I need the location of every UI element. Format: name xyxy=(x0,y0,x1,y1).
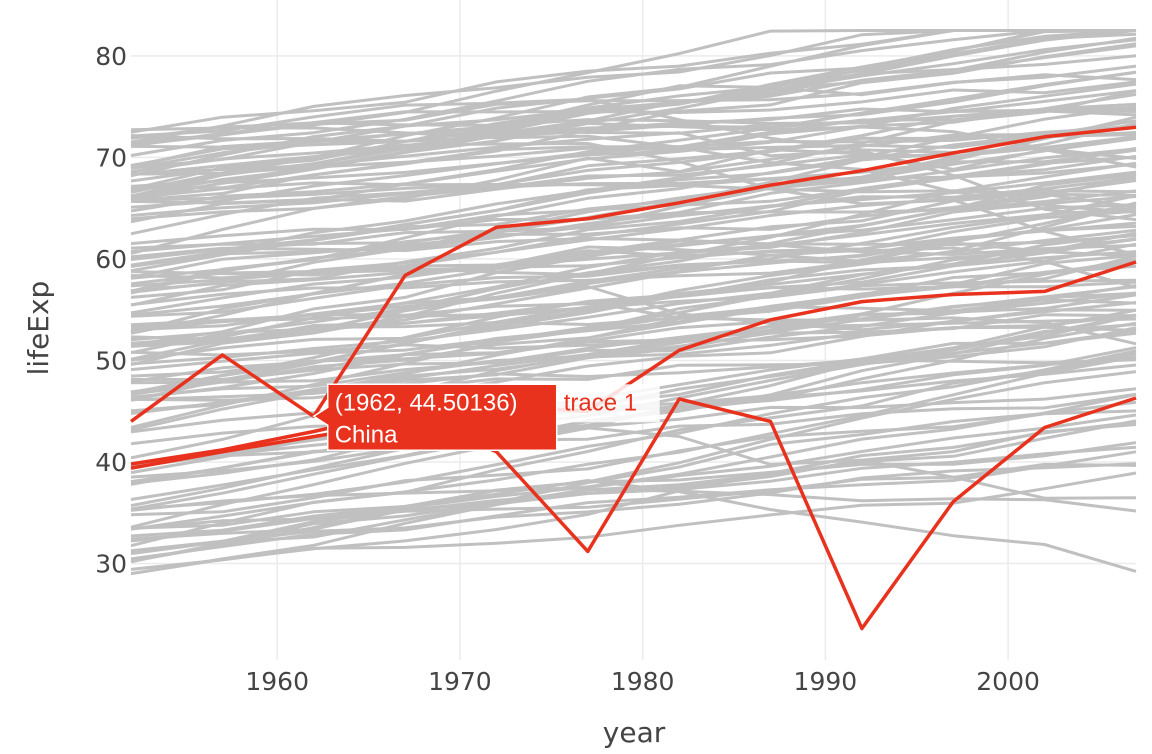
background-series-line xyxy=(130,109,1137,149)
background-series-line xyxy=(130,242,1137,400)
highlighted-series-line[interactable] xyxy=(130,396,1137,631)
background-series-line xyxy=(130,122,1137,295)
background-series-line xyxy=(130,301,1137,434)
tooltip-series-name: China xyxy=(335,421,398,448)
x-tick-label: 1990 xyxy=(794,667,858,696)
background-series-line xyxy=(130,29,1136,157)
y-tick-label: 40 xyxy=(95,448,127,477)
background-series-line xyxy=(130,278,1137,332)
hover-tooltip: (1962, 44.50136) China trace 1 xyxy=(312,383,660,452)
highlighted-series-line[interactable] xyxy=(129,125,1137,423)
y-tick-label: 30 xyxy=(95,550,127,579)
background-series-line xyxy=(130,133,1137,176)
tooltip-box xyxy=(312,383,558,452)
background-series-line xyxy=(130,170,1137,260)
background-series-line xyxy=(130,349,1137,511)
background-series-line xyxy=(130,423,1137,554)
background-series-line xyxy=(130,121,1137,200)
background-series-line xyxy=(130,161,1137,367)
y-tick-label: 50 xyxy=(95,346,127,375)
x-axis-title: year xyxy=(603,716,666,749)
background-series-line xyxy=(130,298,1137,346)
background-series-line xyxy=(130,420,1137,576)
background-series-group xyxy=(130,29,1137,576)
background-series-line xyxy=(130,409,1137,517)
background-series-line xyxy=(130,462,1137,553)
background-series-line xyxy=(130,29,1137,170)
background-series-line xyxy=(130,313,1137,413)
background-series-line xyxy=(130,232,1137,366)
y-axis-title: lifeExp xyxy=(22,281,55,376)
background-series-line xyxy=(130,126,1137,214)
background-series-line xyxy=(130,450,1137,561)
tooltip-coordinates: (1962, 44.50136) xyxy=(335,389,518,416)
background-series-line xyxy=(130,253,1137,432)
background-series-line xyxy=(130,392,1137,479)
background-series-line xyxy=(130,264,1137,372)
y-axis-ticks: 30 40 50 60 70 80 xyxy=(95,42,127,579)
background-series-line xyxy=(130,254,1137,429)
background-series-line xyxy=(130,203,1137,315)
background-series-line xyxy=(130,206,1137,345)
x-tick-label: 2000 xyxy=(976,667,1040,696)
background-series-line xyxy=(130,154,1137,253)
x-tick-label: 1970 xyxy=(428,667,492,696)
background-series-line xyxy=(130,441,1137,530)
background-series-line xyxy=(130,148,1137,255)
tooltip-trace-label: trace 1 xyxy=(564,389,637,416)
background-series-line xyxy=(130,102,1137,236)
background-series-line xyxy=(130,64,1137,144)
x-axis-ticks: 1960 1970 1980 1990 2000 xyxy=(245,667,1040,696)
background-series-line xyxy=(130,258,1137,460)
background-series-line xyxy=(130,92,1137,202)
x-tick-label: 1960 xyxy=(245,667,309,696)
background-series-line xyxy=(130,125,1137,190)
background-series-line xyxy=(130,173,1137,355)
x-tick-label: 1980 xyxy=(611,667,675,696)
background-series-line xyxy=(130,194,1137,361)
background-series-line xyxy=(130,29,1136,134)
background-series-line xyxy=(130,284,1137,384)
background-series-line xyxy=(130,387,1137,469)
background-series-line xyxy=(130,148,1137,217)
highlighted-series-group xyxy=(129,125,1137,631)
background-series-line xyxy=(130,317,1137,385)
background-series-line xyxy=(130,280,1137,329)
tooltip-trace-badge xyxy=(556,384,660,423)
y-tick-label: 60 xyxy=(95,245,127,274)
background-series-line xyxy=(130,479,1137,573)
y-tick-label: 80 xyxy=(95,42,127,71)
y-tick-label: 70 xyxy=(95,143,127,172)
highlighted-series-line[interactable] xyxy=(130,260,1137,470)
